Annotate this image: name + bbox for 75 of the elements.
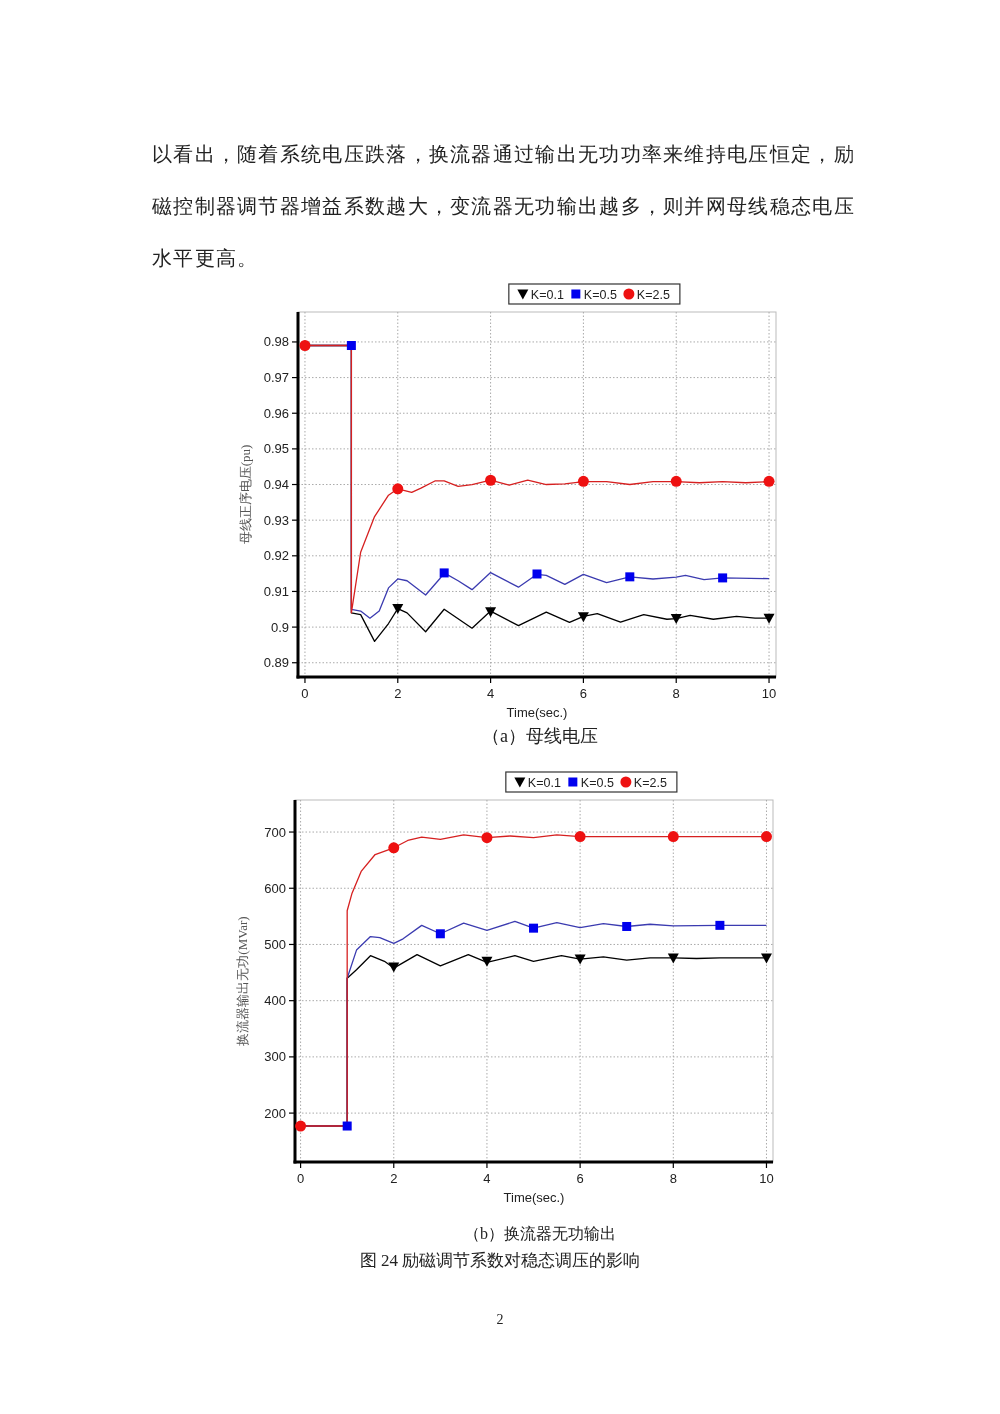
y-tick-label: 0.89	[263, 655, 289, 671]
y-axis-title: 母线正序电压(pu)	[238, 444, 253, 545]
y-tick-label: 0.92	[263, 548, 289, 564]
point	[667, 831, 679, 843]
y-axis-title: 换流器输出无功(MVar)	[235, 916, 250, 1046]
x-tick-label: 10	[761, 686, 777, 701]
point	[760, 953, 772, 964]
x-tick-label: 2	[394, 686, 402, 701]
caption: 图 24 励磁调节系数对稳态调压的影响	[358, 1250, 642, 1272]
text: 2	[495, 1312, 505, 1328]
y-tick-label: 0.9	[270, 619, 289, 635]
y-tick-label: 0.96	[263, 405, 289, 421]
point	[763, 475, 775, 487]
point	[388, 842, 400, 854]
y-tick-label: 0.95	[263, 441, 289, 457]
point	[574, 831, 586, 843]
x-tick-label: 0	[301, 686, 309, 701]
y-tick-label: 0.94	[263, 477, 289, 493]
point	[392, 483, 404, 495]
point	[577, 475, 589, 487]
legend-label: K=2.5	[633, 775, 667, 790]
text: 以看出，随着系统电压跌落，换流器通过输出无功功率来维持电压恒定，励磁控制器调节器增益系数越大，变流器无功输出越多，则并网母线稳态电压水平更高。	[152, 143, 855, 269]
x-tick-label: 4	[486, 686, 495, 701]
y-tick-label: 0.91	[263, 583, 289, 599]
x-axis-title: Time(sec.)	[503, 1190, 565, 1205]
x-tick-label: 8	[669, 1171, 677, 1186]
y-tick-label: 200	[264, 1105, 286, 1121]
y-tick-label: 0.98	[263, 334, 289, 350]
y-tick-label: 0.93	[263, 512, 289, 528]
legend-label: K=0.5	[583, 287, 617, 302]
point	[574, 954, 586, 965]
x-axis-title: Time(sec.)	[506, 705, 568, 720]
point	[392, 604, 404, 615]
point	[622, 921, 632, 931]
legend-label: K=0.5	[580, 775, 614, 790]
text: （a）母线电压	[481, 725, 599, 748]
point	[529, 923, 539, 933]
x-tick-label: 4	[483, 1171, 491, 1186]
point	[481, 956, 493, 967]
x-tick-label: 6	[579, 686, 588, 701]
point	[763, 613, 775, 624]
text: （b）换流器无功输出	[463, 1224, 617, 1244]
point	[342, 1121, 352, 1131]
point	[718, 573, 728, 583]
y-tick-label: 500	[264, 936, 286, 952]
point	[760, 831, 772, 843]
point	[299, 340, 311, 352]
point	[346, 341, 356, 351]
point	[532, 569, 542, 579]
point	[295, 1120, 307, 1132]
point	[439, 568, 449, 578]
point	[485, 607, 497, 618]
point	[435, 929, 445, 939]
y-tick-label: 700	[264, 824, 286, 840]
point	[485, 474, 497, 486]
y-tick-label: 400	[264, 993, 286, 1009]
x-tick-label: 2	[390, 1171, 398, 1186]
point	[667, 953, 679, 964]
point	[670, 614, 682, 625]
x-tick-label: 0	[296, 1171, 305, 1186]
point	[388, 962, 400, 973]
y-tick-label: 600	[264, 880, 286, 896]
legend-label: K=0.1	[527, 775, 561, 790]
x-tick-label: 6	[576, 1171, 584, 1186]
y-tick-label: 0.97	[263, 370, 289, 386]
point	[715, 920, 725, 930]
x-tick-label: 10	[759, 1171, 774, 1186]
point	[625, 572, 635, 582]
point	[670, 475, 682, 487]
legend-label: K=0.1	[530, 287, 564, 302]
x-tick-label: 8	[672, 686, 680, 701]
legend-label: K=2.5	[636, 287, 670, 302]
point	[481, 832, 493, 844]
point	[577, 612, 589, 623]
y-tick-label: 300	[264, 1049, 286, 1065]
